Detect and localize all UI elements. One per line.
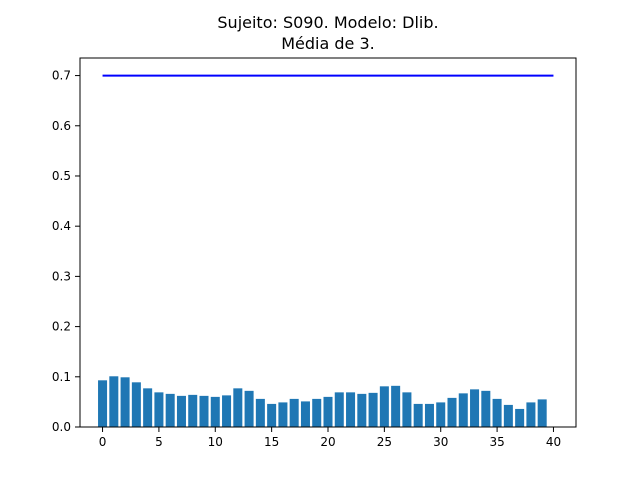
plot-area-frame <box>79 57 577 428</box>
bar <box>244 390 254 427</box>
bar <box>447 397 457 427</box>
bar <box>233 388 243 427</box>
bar <box>458 393 468 427</box>
bar <box>199 395 209 427</box>
chart-title-line2: Média de 3. <box>281 34 375 53</box>
bar <box>470 389 480 427</box>
bar <box>346 392 356 427</box>
bar <box>176 395 186 427</box>
x-tick-label: 25 <box>377 435 392 449</box>
y-tick-label: 0.7 <box>52 69 71 83</box>
y-tick-label: 0.6 <box>52 119 71 133</box>
bar <box>143 388 153 427</box>
chart-title-line1: Sujeito: S090. Modelo: Dlib. <box>217 13 438 32</box>
x-tick-label: 0 <box>99 435 107 449</box>
bar <box>154 392 164 427</box>
x-tick-label: 40 <box>546 435 561 449</box>
bar <box>515 408 525 427</box>
bar <box>255 398 265 427</box>
bar <box>323 396 333 427</box>
x-tick-label: 30 <box>433 435 448 449</box>
bar <box>278 402 288 427</box>
bar <box>289 398 299 427</box>
bar <box>334 392 344 427</box>
bar <box>503 404 513 427</box>
bar <box>368 392 378 427</box>
x-tick-label: 35 <box>489 435 504 449</box>
x-tick-label: 5 <box>155 435 163 449</box>
x-axis: 0 5 10 15 20 25 30 35 40 <box>99 427 561 449</box>
bar <box>537 399 547 427</box>
bar <box>436 402 446 427</box>
bars-group <box>98 376 547 427</box>
bar <box>413 403 423 427</box>
x-tick-label: 20 <box>320 435 335 449</box>
bar <box>188 394 198 427</box>
y-tick-label: 0.5 <box>52 169 71 183</box>
y-tick-label: 0.1 <box>52 370 71 384</box>
x-tick-label: 10 <box>208 435 223 449</box>
bar <box>210 396 220 427</box>
bar <box>379 386 389 427</box>
bar <box>481 390 491 427</box>
bar <box>391 385 401 427</box>
bar <box>109 376 119 427</box>
bar <box>98 380 108 427</box>
bar <box>492 398 502 427</box>
y-tick-label: 0.3 <box>52 269 71 283</box>
bar <box>131 382 141 427</box>
bar <box>402 392 412 427</box>
x-tick-label: 15 <box>264 435 279 449</box>
bar <box>424 403 434 427</box>
y-tick-label: 0.2 <box>52 320 71 334</box>
bar <box>312 398 322 427</box>
y-tick-label: 0.0 <box>52 420 71 434</box>
bar <box>165 393 175 427</box>
y-axis: 0.0 0.1 0.2 0.3 0.4 0.5 0.6 0.7 <box>52 69 80 434</box>
bar <box>357 393 367 427</box>
bar <box>526 402 536 427</box>
bar <box>120 377 130 427</box>
bar <box>222 395 232 427</box>
y-tick-label: 0.4 <box>52 219 71 233</box>
bar <box>300 401 310 427</box>
bar <box>267 403 277 427</box>
